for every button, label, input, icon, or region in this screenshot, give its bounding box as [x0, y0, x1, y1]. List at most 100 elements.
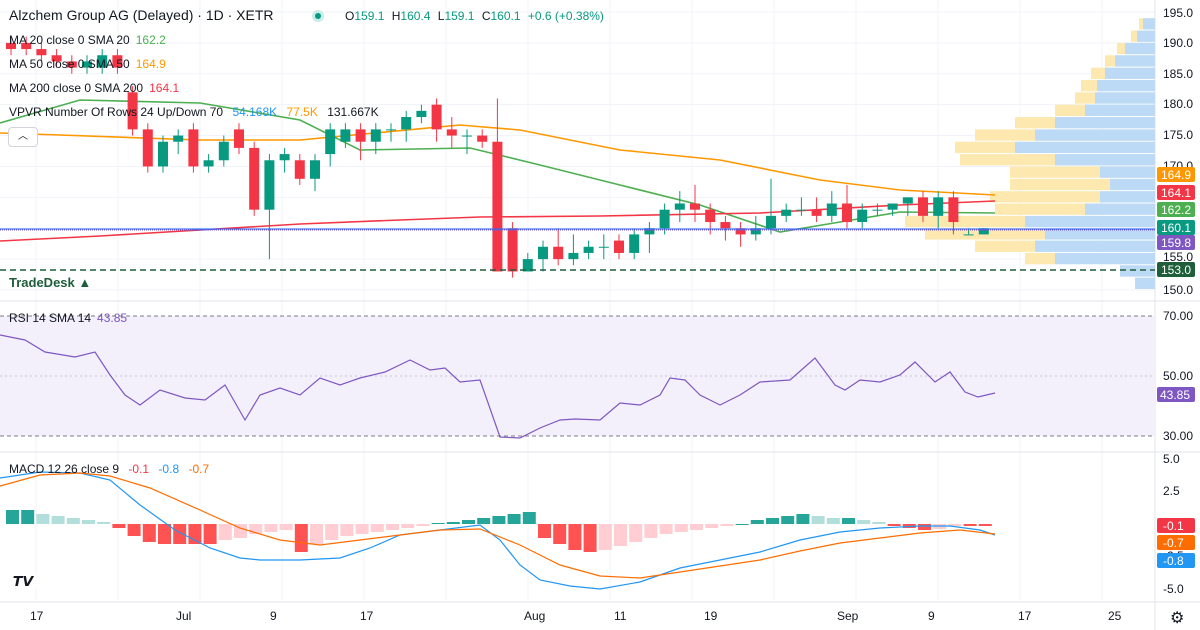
price-axis-label: 190.0	[1163, 36, 1193, 50]
time-axis-label: 17	[30, 609, 44, 623]
candle-body	[948, 197, 959, 223]
price-axis-label: 175.0	[1163, 128, 1193, 142]
candle-body	[188, 129, 199, 167]
vpvr-bar-up	[1115, 55, 1155, 67]
macd-histogram-bar	[598, 524, 612, 550]
candle-body	[97, 55, 108, 68]
macd-histogram-bar	[690, 524, 703, 530]
candle-body	[279, 154, 290, 161]
candle-body	[750, 228, 761, 235]
vpvr-bar-up	[1095, 92, 1155, 104]
macd-histogram-bar	[112, 524, 126, 528]
vpvr-bar-up	[1125, 42, 1155, 55]
candle-body	[462, 135, 472, 137]
macd-histogram-bar	[842, 518, 855, 524]
vpvr-bar-down	[975, 129, 1035, 141]
price-tag	[1157, 202, 1195, 217]
candle-body	[583, 246, 594, 253]
vpvr-bar-up	[1035, 240, 1155, 252]
candle-body	[6, 42, 16, 50]
settings-gear-icon[interactable]: ⚙	[1170, 610, 1185, 627]
macd-histogram-bar	[51, 516, 65, 524]
indicator-ma200[interactable]: MA 200 close 0 SMA 200 164.1	[9, 81, 180, 95]
time-axis-label: 17	[360, 609, 374, 623]
vpvr-bar-down	[1131, 30, 1137, 42]
candle-body	[416, 110, 427, 118]
macd-histogram-bar	[355, 524, 369, 534]
vpvr-bar-down	[975, 240, 1035, 252]
time-axis-label: 25	[1108, 609, 1122, 623]
vpvr-bar-down	[1010, 178, 1110, 191]
candle-body	[431, 104, 442, 130]
macd-tag	[1157, 535, 1195, 550]
macd-histogram-bar	[340, 524, 354, 536]
candle-body	[720, 222, 731, 229]
candle-body	[902, 197, 913, 204]
macd-histogram-bar	[36, 514, 50, 524]
symbol-title[interactable]: Alzchem Group AG (Delayed) · 1D · XETR	[9, 7, 274, 23]
macd-histogram-bar	[462, 520, 475, 524]
candle-body	[355, 129, 366, 142]
market-status-icon	[312, 10, 324, 22]
candle-body	[386, 129, 396, 131]
candle-body	[705, 209, 716, 223]
rsi-band	[0, 316, 1155, 436]
candle-body	[568, 252, 579, 260]
indicator-rsi[interactable]: RSI 14 SMA 14 43.85	[9, 311, 128, 325]
vpvr-bar-up	[1135, 277, 1155, 289]
candle-body	[340, 129, 351, 142]
vpvr-bar-down	[1055, 104, 1085, 117]
collapse-legend-button[interactable]: ︿	[8, 127, 38, 147]
macd-histogram-bar	[370, 524, 384, 532]
candle-body	[203, 160, 214, 167]
candle-body	[264, 160, 275, 210]
macd-histogram-bar	[234, 524, 247, 538]
candle-body	[446, 129, 457, 136]
price-tag-label: 164.9	[1161, 168, 1191, 182]
candle-body	[249, 147, 260, 210]
indicator-vpvr[interactable]: VPVR Number Of Rows 24 Up/Down 70 54.168…	[9, 105, 379, 119]
candle-body	[492, 141, 503, 272]
candle-body	[796, 209, 807, 211]
candle-body	[112, 55, 123, 68]
vpvr-bar-up	[1085, 104, 1155, 117]
macd-line	[0, 471, 996, 590]
time-axis-label: Sep	[837, 609, 859, 623]
candle-body	[842, 203, 852, 223]
vpvr-bar-up	[1120, 265, 1155, 277]
candle-body	[173, 135, 184, 142]
vpvr-bar-up	[1105, 67, 1155, 79]
macd-histogram-bar	[492, 516, 506, 524]
macd-histogram-bar	[310, 524, 323, 544]
candle-body	[553, 246, 564, 260]
macd-histogram-bar	[325, 524, 339, 540]
candle-body	[811, 209, 822, 216]
time-axis-label: 19	[704, 609, 718, 623]
macd-histogram-bar	[644, 524, 658, 538]
macd-histogram-bar	[294, 524, 308, 552]
macd-histogram-bar	[918, 524, 931, 530]
price-axis-label: 155.0	[1163, 250, 1193, 264]
indicator-ma50[interactable]: MA 50 close 0 SMA 50 164.9	[9, 57, 166, 71]
candle-body	[234, 129, 244, 148]
macd-histogram-bar	[887, 524, 901, 526]
vpvr-bar-down	[1117, 42, 1125, 55]
macd-histogram-bar	[6, 510, 19, 524]
vpvr-bar-up	[1015, 141, 1155, 154]
vpvr-bar-up	[1097, 79, 1155, 92]
vpvr-bar-up	[1100, 191, 1155, 203]
ohlc-readout: O159.1 H160.4 L159.1 C160.1 +0.6 (+0.38%…	[345, 9, 604, 23]
vpvr-bar-up	[1143, 18, 1155, 30]
indicator-ma20[interactable]: MA 20 close 0 SMA 20 162.2	[9, 33, 166, 47]
tradingview-logo[interactable]: 𝙏𝙑	[8, 568, 38, 594]
vpvr-bar-down	[990, 191, 1100, 203]
indicator-macd[interactable]: MACD 12 26 close 9 -0.1 -0.8 -0.7	[9, 462, 210, 476]
macd-histogram-bar	[568, 524, 582, 550]
macd-histogram-bar	[826, 518, 840, 524]
candle-body	[294, 160, 305, 179]
candle-body	[781, 209, 792, 216]
price-axis-label: 195.0	[1163, 6, 1193, 20]
watermark-label: TradeDesk ▲	[9, 275, 92, 290]
macd-tag-label: -0.8	[1163, 554, 1184, 568]
